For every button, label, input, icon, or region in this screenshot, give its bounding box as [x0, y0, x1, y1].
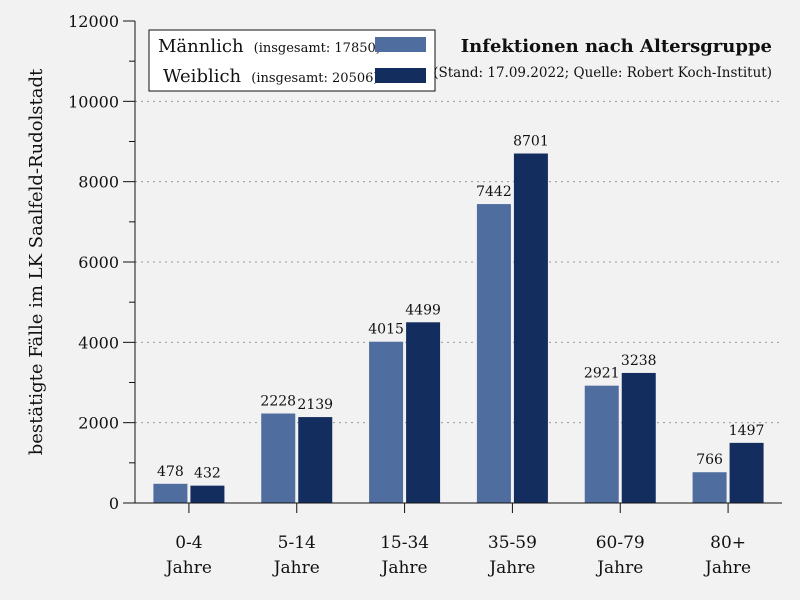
data-label: 3238: [621, 353, 657, 369]
bar-weiblich: [513, 153, 548, 503]
bar-männlich: [153, 483, 188, 503]
x-tick-label: Jahre: [703, 558, 751, 578]
legend-swatch-female: [375, 68, 426, 83]
legend-female-total: (insgesamt: 20506): [251, 71, 378, 86]
legend-entry-male: Männlich (insgesamt: 17850): [158, 36, 381, 57]
data-label: 432: [194, 466, 221, 482]
axes: 0 2000 4000 6000 8000 10000 12000 0-4 Jahre 5-14 J…: [68, 12, 782, 578]
data-label: 4015: [368, 322, 404, 338]
bar-weiblich: [298, 417, 333, 503]
x-tick-label: 80+: [710, 533, 746, 553]
bar-männlich: [584, 385, 619, 503]
data-label: 766: [696, 452, 723, 468]
x-tick-label: 60-79: [596, 533, 645, 553]
y-tick-label: 12000: [68, 12, 119, 31]
x-tick-label: Jahre: [272, 558, 320, 578]
x-tick-label: Jahre: [487, 558, 535, 578]
data-label: 1497: [729, 423, 765, 439]
legend: Männlich (insgesamt: 17850) Weiblich (in…: [148, 29, 436, 92]
y-tick-label: 4000: [78, 333, 119, 352]
data-label: 2228: [260, 394, 296, 410]
x-tick-label: Jahre: [164, 558, 212, 578]
data-label: 8701: [513, 134, 549, 150]
bar-weiblich: [406, 322, 441, 503]
x-tick-label: 5-14: [278, 533, 316, 553]
data-label: 2139: [297, 397, 333, 413]
legend-male-total: (insgesamt: 17850): [254, 41, 381, 56]
y-tick-label: 10000: [68, 92, 119, 111]
data-label: 2921: [584, 366, 620, 382]
data-label: 7442: [476, 184, 512, 200]
y-tick-label: 8000: [78, 173, 119, 192]
bars: [153, 153, 764, 504]
x-tick-label: Jahre: [380, 558, 428, 578]
bar-männlich: [692, 472, 727, 503]
data-label: 4499: [405, 302, 441, 318]
chart-subtitle: (Stand: 17.09.2022; Quelle: Robert Koch-…: [433, 65, 772, 81]
bar-weiblich: [621, 372, 656, 503]
legend-female-name: Weiblich: [163, 66, 242, 87]
data-label: 478: [157, 464, 184, 480]
gridlines: [135, 100, 782, 424]
bar-männlich: [261, 413, 296, 503]
bar-weiblich: [729, 442, 764, 503]
legend-male-name: Männlich: [158, 36, 244, 57]
legend-swatch-male: [375, 37, 426, 52]
y-tick-label: 6000: [78, 253, 119, 272]
bar-männlich: [476, 204, 511, 504]
bar-weiblich: [190, 485, 225, 503]
y-tick-label: 0: [109, 494, 119, 513]
bar-männlich: [369, 341, 404, 503]
x-tick-label: Jahre: [595, 558, 643, 578]
chart-title: Infektionen nach Altersgruppe: [461, 36, 772, 57]
y-axis-label: bestätigte Fälle im LK Saalfeld-Rudolsta…: [26, 68, 47, 455]
x-tick-label: 15-34: [380, 533, 429, 553]
legend-entry-female: Weiblich (insgesamt: 20506): [163, 66, 378, 87]
x-tick-label: 35-59: [488, 533, 537, 553]
x-tick-label: 0-4: [175, 533, 202, 553]
y-tick-label: 2000: [78, 414, 119, 433]
